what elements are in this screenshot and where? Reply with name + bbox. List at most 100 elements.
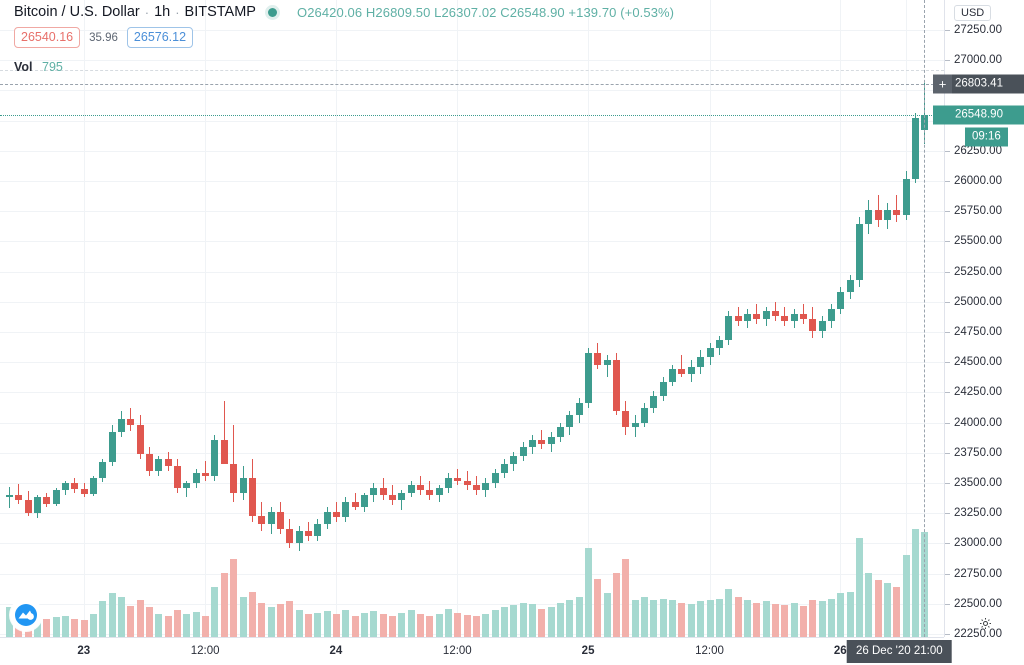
candle-body [192,473,200,483]
volume-bar [127,606,135,637]
volume-bar [435,613,443,637]
gridline-horizontal [0,90,944,91]
candle-body [6,495,13,498]
candle-body [323,511,331,525]
candle-body [444,478,452,488]
crosshair-vertical [924,0,926,637]
candle-body [43,497,51,504]
candle-body [547,437,555,445]
candle-body [146,454,154,471]
candle-body [566,415,574,428]
gridline-vertical [710,0,711,637]
candle-body [342,502,350,517]
volume-bar [781,605,789,637]
volume-bar [650,600,658,637]
volume-bar [146,607,154,637]
volume-bar [155,613,163,637]
candle-body [510,456,518,464]
volume-bar [547,607,555,637]
add-order-button[interactable]: + [933,74,952,94]
gridline-horizontal [0,634,944,635]
candle-body [295,531,303,544]
volume-bar [314,612,322,637]
volume-legend[interactable]: Vol 795 [14,60,63,74]
price-tick: 25000.00 [945,296,1024,308]
tradingview-logo[interactable] [10,599,42,631]
candle-wick [896,195,898,223]
gridline-horizontal [0,60,944,61]
candle-body [267,511,275,525]
currency-pill[interactable]: USD [954,5,992,21]
candle-body [360,495,368,508]
gridline-vertical [84,0,85,637]
candle-body [790,313,798,322]
candle-body [575,403,583,416]
gridline-horizontal [0,453,944,454]
volume-bar [725,588,733,637]
chart-settings-button[interactable] [945,609,1024,637]
candle-body [155,458,163,471]
last-bar-countdown-label: 09:16 [965,127,1008,147]
candle-body [687,367,695,375]
gridline-horizontal [0,241,944,242]
volume-bar [501,607,509,637]
candle-body [99,462,107,479]
price-tick: 26250.00 [945,145,1024,157]
volume-bar [911,529,919,637]
volume-bar [286,601,294,637]
candle-body [743,313,751,322]
candle-body [781,316,789,322]
gridline-horizontal [0,423,944,424]
volume-bar [631,600,639,637]
candle-body [164,458,172,467]
price-axis[interactable]: USD 27250.0027000.0026750.0026500.002625… [933,0,1024,640]
candle-body [34,497,42,514]
candle-wick [606,354,608,377]
candle-wick [681,354,683,377]
volume-bar [529,604,537,637]
candle-body [183,483,191,488]
last-price-label[interactable]: 26548.90 [933,105,1024,125]
candle-body [603,359,611,365]
price-tick: 25500.00 [945,235,1024,247]
candle-wick [457,468,459,486]
gridline-horizontal [0,332,944,333]
gridline-horizontal [0,151,944,152]
volume-bar [706,600,714,637]
candlestick-series [6,83,929,637]
volume-bar [426,615,434,637]
volume-bar [444,608,452,637]
volume-bar [846,591,854,637]
chart-plot-area[interactable] [0,0,944,637]
time-tick: 12:00 [695,645,724,657]
volume-bar [43,619,51,637]
volume-bar [136,600,144,637]
volume-bar [743,600,751,637]
candle-body [631,422,639,428]
candle-body [529,439,537,447]
candle-body [426,490,434,496]
volume-bar [678,602,686,637]
volume-bar [258,602,266,637]
candle-body [846,280,854,293]
candle-body [108,432,116,463]
volume-bar [641,597,649,637]
volume-bar [174,610,182,637]
crosshair-price-label: 26803.41 [933,74,1024,94]
candle-wick [186,480,188,498]
time-tick: 25 [581,645,595,657]
price-tick: 23500.00 [945,477,1024,489]
gridline-vertical [840,0,841,637]
volume-bar [99,601,107,637]
candle-body [388,495,396,500]
volume-bar [90,613,98,637]
gridline-horizontal [0,272,944,273]
candle-body [893,209,901,215]
candle-wick [335,502,337,522]
volume-bar [118,597,126,637]
volume-bar [818,601,826,637]
price-tick: 23000.00 [945,537,1024,549]
candle-body [818,321,826,331]
price-tick: 24750.00 [945,326,1024,338]
